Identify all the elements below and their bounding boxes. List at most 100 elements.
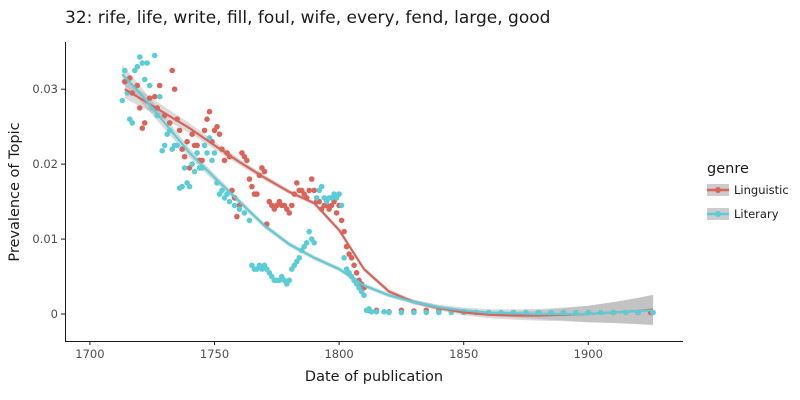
linguistic-point	[216, 131, 223, 137]
linguistic-point	[289, 202, 295, 209]
linguistic-point	[246, 176, 253, 182]
literary-point	[226, 198, 233, 205]
literary-point	[179, 183, 185, 190]
literary-point	[134, 63, 141, 70]
literary-point	[236, 206, 243, 212]
literary-point	[246, 217, 253, 224]
linguistic-point	[234, 213, 240, 220]
linguistic-point	[169, 67, 175, 74]
literary-point	[341, 254, 347, 261]
linguistic-point	[204, 116, 210, 122]
trend-lines	[121, 73, 654, 317]
literary-point	[303, 240, 310, 246]
literary-point	[174, 142, 180, 149]
linguistic-point	[137, 105, 143, 111]
linguistic-point	[311, 187, 318, 194]
literary-point	[398, 309, 405, 316]
literary-point	[313, 195, 320, 201]
literary-point	[286, 277, 293, 284]
literary-point	[122, 67, 128, 74]
literary-point	[231, 202, 238, 209]
legend-label-literary: Literary	[734, 207, 779, 221]
linguistic-point	[214, 123, 220, 130]
x-axis-ticks: 1700 1750 1800 1850 1900	[75, 341, 603, 361]
y-tick-label: 0.01	[32, 232, 58, 246]
linguistic-point	[156, 82, 163, 89]
legend-point-literary	[715, 211, 721, 217]
literary-point	[423, 309, 430, 316]
literary-point	[151, 52, 158, 59]
x-tick-label: 1750	[200, 347, 229, 361]
literary-trend-line	[121, 73, 654, 316]
literary-point	[141, 76, 148, 83]
literary-point	[159, 147, 165, 154]
linguistic-point	[199, 157, 205, 164]
linguistic-trend-line	[124, 88, 654, 317]
literary-point	[368, 309, 375, 315]
y-tick-label: 0.03	[32, 82, 58, 96]
literary-point	[161, 142, 168, 149]
literary-point	[189, 161, 195, 167]
y-axis-ticks: 0 0.01 0.02 0.03	[32, 82, 65, 321]
linguistic-point	[306, 187, 313, 194]
linguistic-point	[122, 78, 128, 85]
literary-point	[186, 183, 193, 190]
literary-point	[156, 93, 163, 100]
linguistic-point	[221, 157, 228, 164]
literary-point	[129, 120, 136, 126]
literary-point	[201, 142, 208, 149]
legend-item-linguistic: Linguistic	[707, 183, 789, 197]
linguistic-point	[171, 86, 178, 92]
literary-point	[436, 309, 442, 316]
literary-point	[139, 60, 146, 66]
literary-point	[318, 183, 325, 190]
linguistic-point	[166, 120, 173, 126]
legend-item-literary: Literary	[707, 207, 779, 221]
linguistic-point	[194, 142, 200, 149]
literary-point	[181, 165, 188, 171]
linguistic-point	[249, 183, 255, 190]
y-tick-label: 0.02	[32, 157, 58, 171]
legend-point-linguistic	[715, 187, 721, 193]
y-tick-label: 0	[51, 307, 58, 321]
literary-point	[411, 309, 417, 316]
x-tick-label: 1700	[75, 347, 104, 361]
literary-confidence-band	[122, 65, 654, 326]
linguistic-point	[179, 146, 185, 152]
linguistic-point	[134, 82, 141, 89]
literary-point	[296, 254, 303, 261]
literary-point	[241, 210, 248, 216]
x-tick-label: 1800	[324, 347, 353, 361]
legend-title: genre	[707, 161, 749, 177]
literary-point	[373, 309, 380, 315]
linguistic-point	[333, 210, 340, 216]
literary-point	[338, 202, 345, 209]
confidence-bands	[122, 65, 654, 326]
linguistic-point	[261, 168, 268, 175]
legend: genre Linguistic Literary	[707, 161, 789, 221]
linguistic-point	[139, 125, 146, 131]
linguistic-point	[146, 95, 153, 101]
literary-point	[137, 54, 143, 60]
literary-point	[224, 191, 230, 197]
linguistic-point	[184, 138, 190, 145]
x-tick-label: 1850	[449, 347, 478, 361]
literary-point	[191, 168, 198, 175]
legend-items: Linguistic Literary	[707, 183, 789, 221]
literary-point	[336, 191, 342, 197]
linguistic-point	[201, 127, 208, 134]
literary-point	[146, 82, 153, 89]
literary-point	[206, 135, 213, 141]
plot-area	[119, 52, 656, 326]
literary-point	[209, 157, 215, 164]
literary-point	[311, 240, 318, 246]
linguistic-point	[341, 228, 347, 235]
linguistic-point	[244, 157, 250, 164]
chart-title: 32: rife, life, write, fill, foul, wife,…	[65, 8, 550, 28]
x-axis-title: Date of publication	[305, 369, 443, 385]
literary-point	[144, 60, 150, 66]
linguistic-point	[294, 180, 300, 186]
data-points	[119, 52, 656, 316]
y-axis-title: Prevalence of Topic	[7, 122, 23, 261]
